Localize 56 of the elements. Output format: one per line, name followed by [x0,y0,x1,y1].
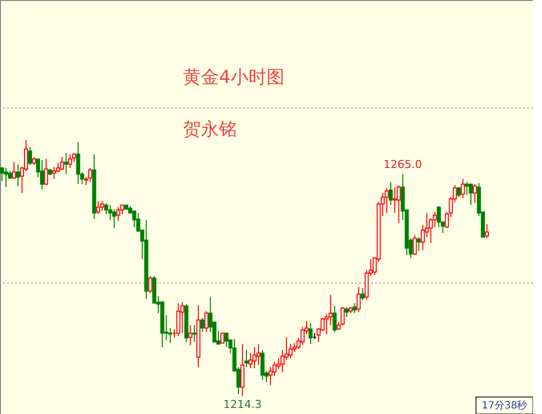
candlestick [132,210,136,228]
candlestick [116,206,120,222]
text: 17分38秒 [482,400,528,412]
candlestick [460,178,465,199]
chart-title: 黄金4小时图 [183,67,284,88]
candlestick [96,200,100,215]
candlestick [64,152,68,175]
candlestick [396,184,401,224]
candlestick [256,344,261,366]
candlestick [180,302,184,334]
candlestick [484,224,489,239]
candlestick [468,184,473,206]
candlestick [200,317,204,333]
candlestick [332,305,337,333]
candlestick [308,322,313,345]
candlestick [388,182,393,206]
candlestick [40,160,44,190]
candlestick [88,167,92,183]
candlestick [12,162,16,180]
candlestick [392,186,397,214]
candlestick [44,158,48,186]
chart-subtitle: 贺永铭 [183,119,237,140]
candlestick [344,306,349,318]
candlestick [224,332,228,348]
candlestick [456,186,461,198]
candlestick [100,200,104,212]
candlestick [4,167,8,188]
annotation: 1214.3 [223,398,262,412]
candlestick [416,236,421,252]
candlestick [16,164,20,187]
candlestick [112,208,116,229]
candlestick [68,154,72,168]
candlestick [244,349,248,368]
candlestick [252,346,256,369]
candlestick [192,324,196,343]
annotation: 1265.0 [384,158,422,172]
candlestick [464,182,469,196]
candlestick [260,349,265,380]
candlestick [472,184,477,204]
candlestick [360,288,365,301]
candlestick [148,276,152,294]
candlestick [188,324,192,346]
candlestick [340,306,345,326]
candlestick [384,187,389,214]
candlestick [220,332,224,344]
candlestick [176,302,180,337]
candlestick [76,142,80,185]
candlestick [436,206,441,228]
candlestick [356,286,361,313]
candlestick [204,310,208,333]
candlestick [352,302,357,314]
candlestick [412,234,417,256]
candlestick [60,156,64,171]
candlestick [240,344,244,397]
candlestick [52,166,56,180]
candlestick [28,146,32,166]
